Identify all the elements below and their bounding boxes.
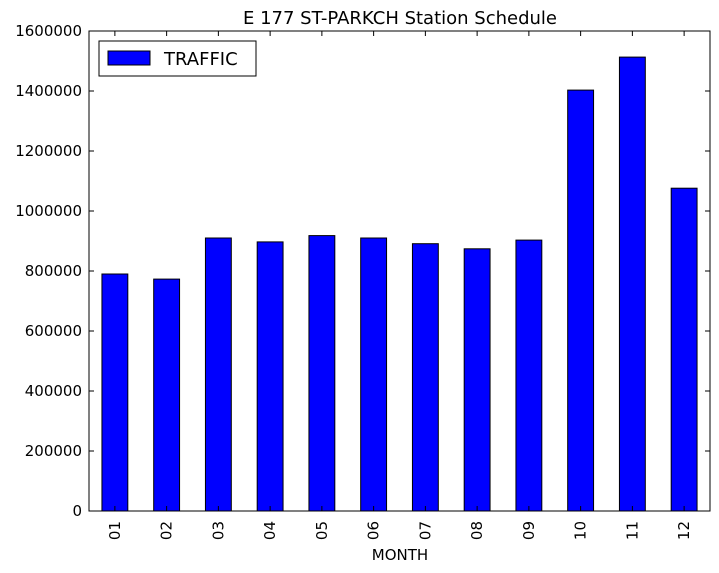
bar-11	[618, 56, 646, 512]
bar-07	[411, 243, 439, 512]
y-tick-label: 0	[72, 502, 82, 520]
bar-12	[670, 187, 698, 512]
bar-03	[204, 237, 232, 512]
bars-group	[101, 56, 698, 512]
y-axis: 0 200000 400000 600000 800000 1000000 1200000 1…	[15, 22, 710, 520]
x-axis-label: MONTH	[372, 546, 428, 564]
bar-05	[308, 235, 336, 512]
x-tick-label: 11	[623, 521, 641, 540]
x-tick-label: 12	[675, 521, 693, 540]
x-tick-label: 02	[158, 521, 176, 540]
x-tick-label: 05	[313, 521, 331, 540]
chart-title: E 177 ST-PARKCH Station Schedule	[243, 8, 557, 29]
x-tick-label: 10	[572, 521, 590, 540]
x-tick-label: 04	[261, 521, 279, 540]
y-tick-label: 1200000	[15, 142, 82, 160]
bar-04	[256, 241, 284, 512]
plot-frame	[88, 30, 711, 512]
bar-08	[463, 248, 491, 512]
y-tick-label: 200000	[25, 442, 82, 460]
bar-09	[515, 239, 543, 512]
legend-swatch	[107, 50, 151, 66]
bar-02	[153, 278, 181, 512]
legend: TRAFFIC	[98, 40, 257, 77]
x-tick-label: 08	[468, 521, 486, 540]
x-tick-label: 01	[106, 521, 124, 540]
y-tick-label: 1400000	[15, 82, 82, 100]
y-tick-label: 800000	[25, 262, 82, 280]
y-tick-label: 1600000	[15, 22, 82, 40]
x-tick-label: 03	[209, 521, 227, 540]
y-tick-label: 1000000	[15, 202, 82, 220]
y-tick-label: 600000	[25, 322, 82, 340]
bar-06	[360, 237, 388, 512]
x-tick-label: 09	[520, 521, 538, 540]
x-axis: 01 02 03 04 05 06 07 08 09 10 11 12	[106, 31, 693, 540]
bar-01	[101, 273, 129, 512]
x-tick-label: 06	[365, 521, 383, 540]
legend-label: TRAFFIC	[163, 49, 238, 70]
x-tick-label: 07	[416, 521, 434, 540]
y-tick-label: 400000	[25, 382, 82, 400]
bar-10	[567, 89, 595, 512]
